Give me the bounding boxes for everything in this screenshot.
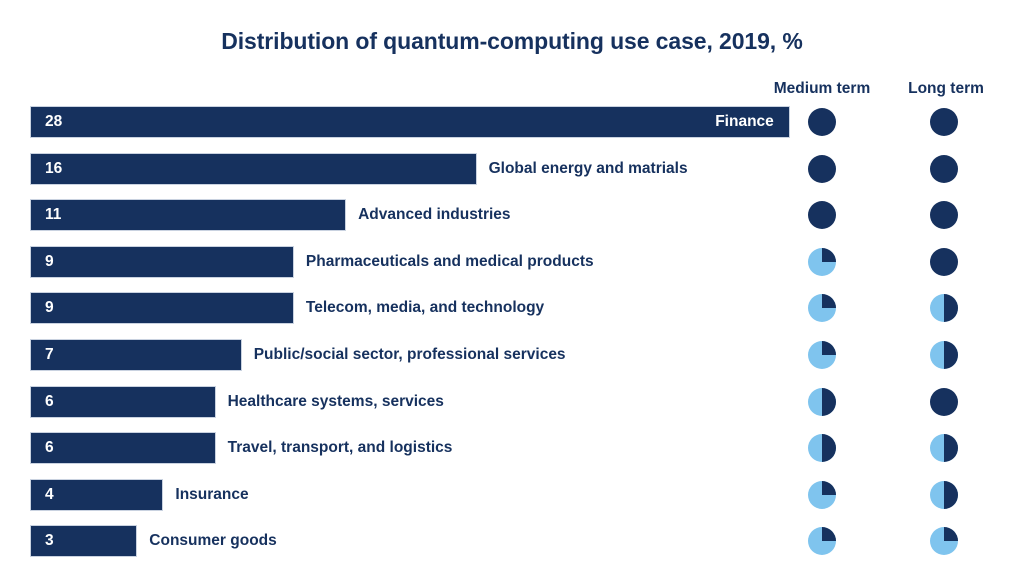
indicator-medium-term bbox=[808, 340, 836, 369]
bar-label: Finance bbox=[715, 113, 774, 130]
bar-label: Global energy and matrials bbox=[488, 159, 688, 177]
bar-value: 6 bbox=[45, 439, 54, 457]
bar-label: Travel, transport, and logistics bbox=[227, 439, 453, 457]
bar-row: 9 Pharmaceuticals and medical products bbox=[0, 246, 1024, 294]
indicator-long-term bbox=[930, 294, 958, 323]
bar-row: 6 Travel, transport, and logistics bbox=[0, 433, 1024, 480]
bar: 4 bbox=[31, 479, 163, 510]
bar: 6 bbox=[31, 386, 215, 417]
indicator-long-term bbox=[930, 434, 958, 463]
bar-value: 28 bbox=[45, 113, 63, 130]
indicator-long-term bbox=[930, 387, 958, 416]
bar-label: Insurance bbox=[175, 485, 249, 503]
bar-label: Telecom, media, and technology bbox=[305, 299, 545, 317]
bar: 28 bbox=[31, 107, 789, 137]
bar-value: 11 bbox=[45, 206, 62, 224]
bar: 3 bbox=[31, 526, 137, 557]
indicator-long-term bbox=[930, 108, 958, 136]
indicator-long-term bbox=[930, 154, 958, 183]
bar-row: 11 Advanced industries bbox=[0, 200, 1024, 247]
indicator-long-term bbox=[930, 340, 958, 369]
indicator-medium-term bbox=[808, 480, 836, 509]
column-header-long-term: Long term bbox=[908, 80, 984, 97]
bar: 16 bbox=[31, 153, 476, 184]
bar: 9 bbox=[31, 246, 293, 277]
bar-label: Consumer goods bbox=[149, 532, 277, 550]
bar-row: 3 Consumer goods bbox=[0, 526, 1024, 573]
indicator-long-term bbox=[930, 247, 958, 276]
column-header-medium-term: Medium term bbox=[773, 80, 871, 97]
indicator-long-term bbox=[930, 480, 958, 509]
indicator-long-term bbox=[930, 201, 958, 230]
indicator-medium-term bbox=[808, 154, 836, 183]
indicator-long-term bbox=[930, 527, 958, 556]
bar-rows: 28 Finance 16 Global energy and matrials 11 A… bbox=[0, 107, 1024, 573]
bar: 9 bbox=[31, 293, 293, 324]
bar-row: 28 Finance bbox=[0, 107, 1024, 154]
indicator-medium-term bbox=[808, 108, 836, 136]
indicator-medium-term bbox=[808, 527, 836, 556]
indicator-medium-term bbox=[808, 201, 836, 230]
bar-value: 6 bbox=[45, 392, 54, 410]
bar-row: 7 Public/social sector, professional serv… bbox=[0, 339, 1024, 387]
indicator-medium-term bbox=[808, 387, 836, 416]
bar-row: 16 Global energy and matrials bbox=[0, 153, 1024, 201]
bar-row: 9 Telecom, media, and technology bbox=[0, 293, 1024, 340]
bar-value: 7 bbox=[45, 345, 54, 363]
bar: 6 bbox=[31, 433, 215, 464]
bar-value: 16 bbox=[45, 159, 63, 177]
bar-value: 4 bbox=[45, 485, 54, 503]
bar: 11 bbox=[31, 200, 346, 231]
indicator-medium-term bbox=[808, 294, 836, 323]
bar-row: 4 Insurance bbox=[0, 479, 1024, 527]
bar: 7 bbox=[31, 339, 241, 370]
bar-value: 3 bbox=[45, 532, 54, 550]
indicator-medium-term bbox=[808, 247, 836, 276]
bar-label: Advanced industries bbox=[358, 206, 511, 224]
indicator-medium-term bbox=[808, 434, 836, 463]
bar-label: Public/social sector, professional servi… bbox=[253, 345, 566, 363]
bar-row: 6 Healthcare systems, services bbox=[0, 386, 1024, 434]
chart-title: Distribution of quantum-computing use ca… bbox=[221, 28, 803, 54]
bar-label: Pharmaceuticals and medical products bbox=[305, 252, 594, 270]
bar-value: 9 bbox=[45, 299, 54, 317]
bar-value: 9 bbox=[45, 252, 54, 270]
bar-label: Healthcare systems, services bbox=[227, 392, 444, 410]
